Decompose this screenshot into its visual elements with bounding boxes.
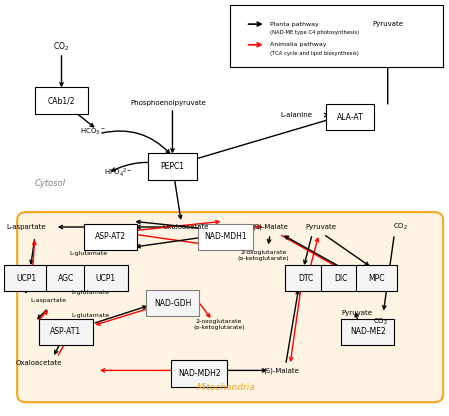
Text: (α-ketoglutarate): (α-ketoglutarate) [238,256,289,261]
Text: (S)-Malate: (S)-Malate [263,368,299,374]
Text: Oxaloacetate: Oxaloacetate [16,360,62,366]
Text: Pyruvate: Pyruvate [306,223,337,230]
Text: HPO$_4$$^{2-}$: HPO$_4$$^{2-}$ [104,167,132,179]
Text: NAD-MDH1: NAD-MDH1 [204,233,247,241]
Text: NAD-GDH: NAD-GDH [154,299,191,307]
Text: (TCA cycle and lipid biosynthesis): (TCA cycle and lipid biosynthesis) [270,50,359,56]
Text: CAb1/2: CAb1/2 [48,96,75,105]
FancyBboxPatch shape [40,319,92,345]
Text: NAD-MDH2: NAD-MDH2 [178,369,220,378]
FancyBboxPatch shape [146,290,199,316]
Text: Planta pathway: Planta pathway [270,22,319,27]
Text: 2-oxoglutarate: 2-oxoglutarate [240,250,286,255]
Text: Cytosol: Cytosol [35,179,66,188]
Text: L-aspartate: L-aspartate [30,298,66,304]
Text: Phosphoenolpyruvate: Phosphoenolpyruvate [130,99,206,106]
Text: 2-oxoglutarate: 2-oxoglutarate [196,319,242,324]
Text: Animalia pathway: Animalia pathway [270,42,326,47]
FancyBboxPatch shape [341,319,394,345]
Text: (S)-Malate: (S)-Malate [252,223,288,230]
FancyBboxPatch shape [326,104,374,130]
FancyBboxPatch shape [285,265,326,292]
FancyBboxPatch shape [84,265,128,292]
Text: Pyruvate: Pyruvate [372,21,403,27]
FancyBboxPatch shape [84,224,137,250]
Text: MPC: MPC [368,274,385,283]
Text: CO$_2$: CO$_2$ [374,317,388,327]
Text: PEPC1: PEPC1 [160,162,185,171]
Text: CO$_2$: CO$_2$ [53,41,70,53]
Text: NAD-ME2: NAD-ME2 [350,327,386,337]
FancyBboxPatch shape [172,360,227,386]
Text: (NAD-ME type C4 photosynthesis): (NAD-ME type C4 photosynthesis) [270,30,359,35]
Text: AGC: AGC [58,274,74,283]
Text: ASP-AT2: ASP-AT2 [95,233,126,241]
FancyBboxPatch shape [198,224,253,250]
FancyBboxPatch shape [148,154,197,180]
FancyBboxPatch shape [35,87,88,114]
FancyBboxPatch shape [45,265,86,292]
Text: DTC: DTC [298,274,313,283]
Text: L-aspartate: L-aspartate [6,223,46,230]
Text: L-glutamate: L-glutamate [71,290,110,295]
Text: HCO$_3$$^-$: HCO$_3$$^-$ [80,126,106,136]
FancyBboxPatch shape [230,5,443,67]
Text: Mitochondria: Mitochondria [196,383,255,392]
Text: L-alanine: L-alanine [281,112,313,118]
Text: L-glutamate: L-glutamate [71,313,110,318]
FancyBboxPatch shape [4,265,48,292]
Text: DIC: DIC [335,274,348,283]
FancyBboxPatch shape [17,212,443,402]
Text: L-glutamate: L-glutamate [69,251,107,256]
Text: UCP1: UCP1 [16,274,36,283]
FancyBboxPatch shape [321,265,361,292]
Text: UCP1: UCP1 [96,274,116,283]
Text: ALA-AT: ALA-AT [337,113,363,121]
Text: Oxaloacetate: Oxaloacetate [163,223,209,230]
FancyBboxPatch shape [356,265,397,292]
Text: (α-ketoglutarate): (α-ketoglutarate) [193,325,245,330]
Text: CO$_2$: CO$_2$ [393,221,409,232]
Text: ASP-AT1: ASP-AT1 [50,327,82,337]
Text: Pyruvate: Pyruvate [341,310,372,317]
